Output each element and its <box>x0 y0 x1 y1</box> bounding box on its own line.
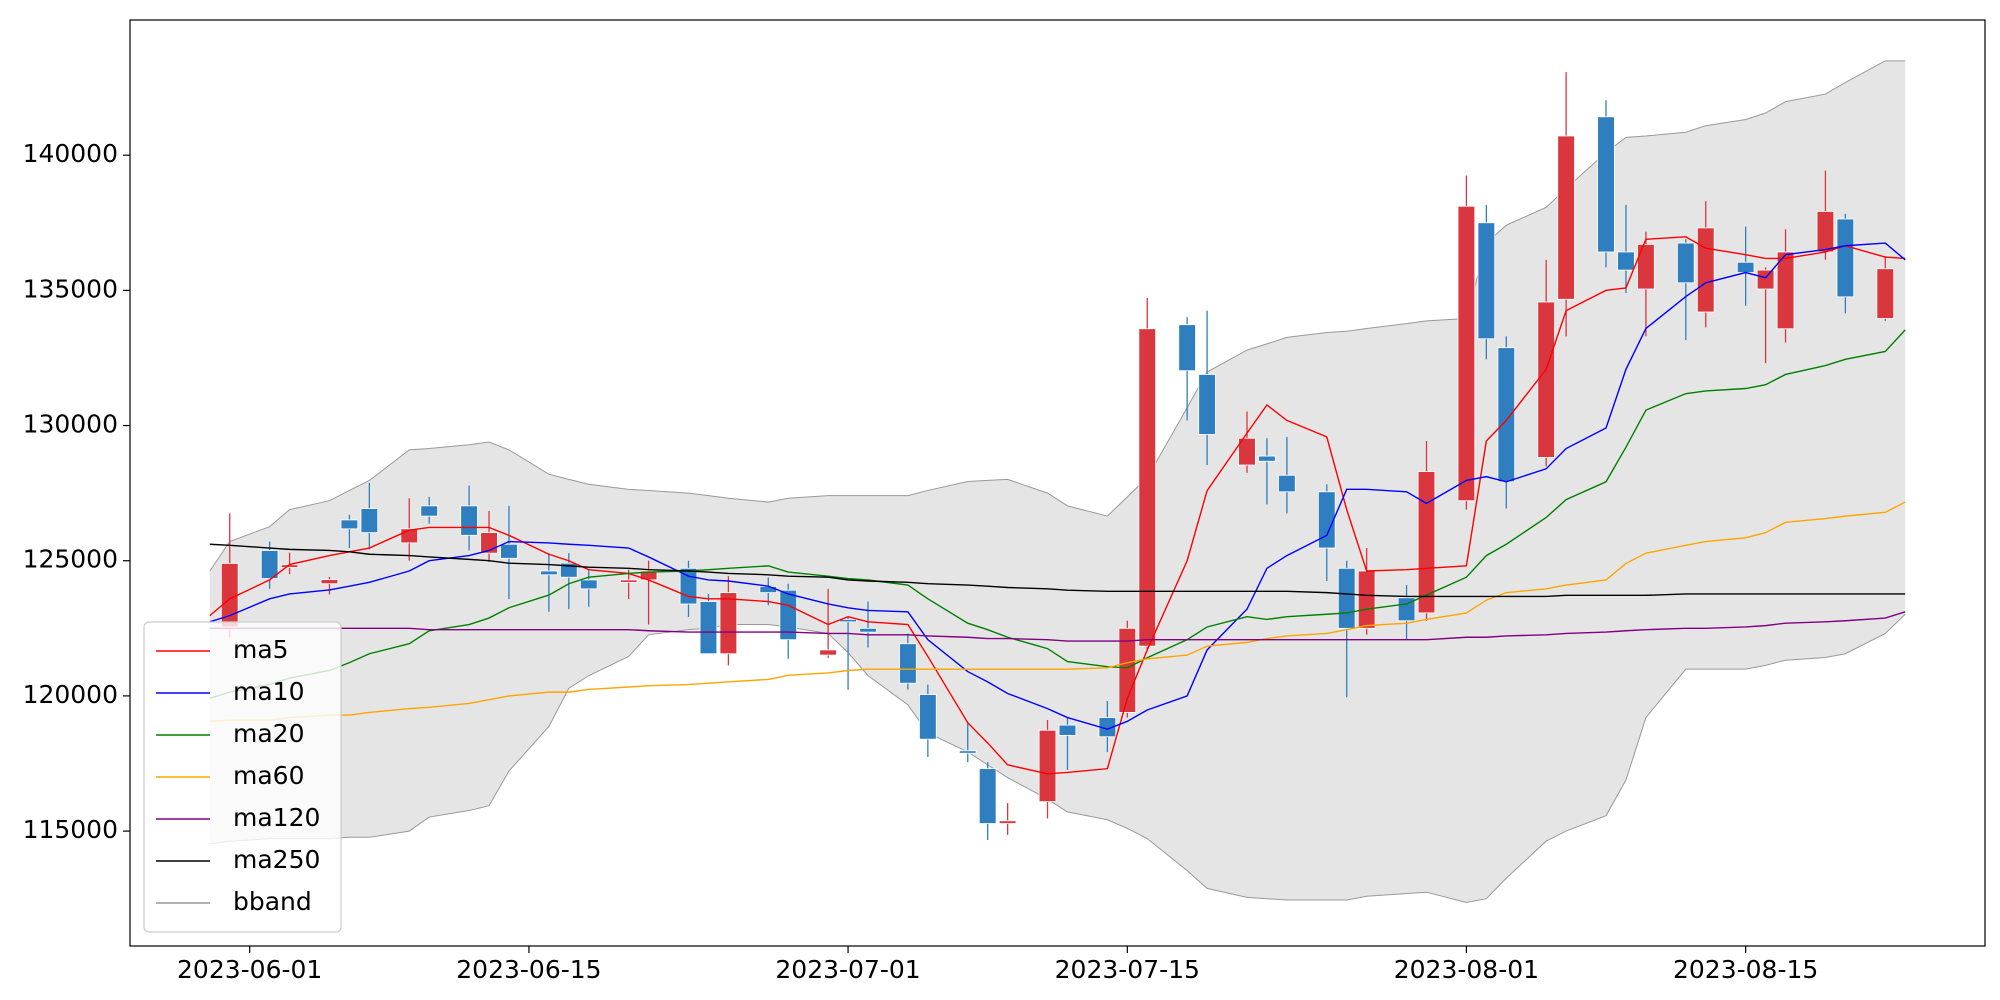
x-tick-label: 2023-08-15 <box>1673 955 1818 984</box>
candle-body <box>1038 729 1057 803</box>
candle-body <box>699 601 718 655</box>
candle-body <box>1178 324 1196 372</box>
candle-body <box>1357 570 1376 629</box>
candle-body <box>540 570 558 576</box>
candle-body <box>1776 251 1795 330</box>
candle-body <box>1756 269 1775 290</box>
y-tick-label: 115000 <box>23 815 118 844</box>
band-lower <box>209 613 1906 903</box>
legend-box <box>143 621 342 933</box>
candle-body <box>978 768 997 824</box>
legend-label: ma60 <box>233 761 304 790</box>
x-tick-label: 2023-06-15 <box>456 955 601 984</box>
candle-body <box>1816 211 1835 253</box>
legend-label: ma250 <box>233 845 320 874</box>
candle-body <box>859 627 877 633</box>
x-tick-label: 2023-08-01 <box>1394 955 1539 984</box>
candle-body <box>998 820 1017 824</box>
candle-body <box>1317 491 1336 549</box>
candle-body <box>1736 261 1755 273</box>
ma-line <box>209 543 1906 598</box>
candle-body <box>360 508 379 534</box>
candle-body <box>1058 724 1077 736</box>
candle-body <box>1637 244 1655 290</box>
candle-body <box>579 579 598 590</box>
candle-body <box>919 694 937 740</box>
candle-body <box>1457 205 1476 502</box>
y-tick-label: 140000 <box>23 139 118 168</box>
candle-body <box>839 618 857 623</box>
candle-body <box>1118 627 1137 713</box>
candle-body <box>1497 347 1516 483</box>
candle-body <box>1477 222 1496 340</box>
candle-body <box>1417 471 1436 614</box>
plot-area <box>209 60 1906 903</box>
legend: ma5 ma10 ma20 ma60 ma120 ma250 bband <box>143 621 342 933</box>
legend-label: ma120 <box>233 803 320 832</box>
plot-frame <box>129 19 1986 947</box>
y-tick-label: 125000 <box>23 545 118 574</box>
candle-body <box>719 592 738 655</box>
candle-body <box>1198 374 1216 435</box>
candle-body <box>320 579 339 585</box>
candle-body <box>420 505 438 517</box>
legend-label: bband <box>233 887 312 916</box>
ma-line <box>209 611 1906 642</box>
candle-body <box>1597 116 1615 253</box>
candle-body <box>819 649 837 656</box>
x-tick-label: 2023-07-15 <box>1055 955 1200 984</box>
candle-body <box>958 750 977 754</box>
candle-body <box>779 589 798 641</box>
candle-body <box>260 550 279 579</box>
candle-body <box>899 643 917 684</box>
y-tick-label: 130000 <box>23 410 118 439</box>
candle-body <box>1258 455 1276 462</box>
candle-body <box>1537 301 1555 458</box>
candle-body <box>1238 437 1256 466</box>
candle-body <box>1278 474 1296 493</box>
candle-body <box>1337 567 1356 629</box>
ma-line <box>209 242 1906 730</box>
candle-body <box>1397 597 1416 622</box>
legend-label: ma5 <box>233 635 289 664</box>
candle-body <box>1696 227 1715 313</box>
candle-body <box>1836 218 1855 298</box>
legend-label: ma20 <box>233 719 304 748</box>
candle-body <box>500 543 518 559</box>
candle-body <box>1677 242 1695 284</box>
candle-body <box>759 586 778 594</box>
candle-body <box>460 505 478 536</box>
candle-body <box>1876 268 1895 319</box>
ma-line <box>209 501 1906 723</box>
ma-line <box>209 236 1906 775</box>
ma-line <box>209 329 1906 700</box>
candle-body <box>619 579 638 583</box>
y-tick-label: 120000 <box>23 680 118 709</box>
candle-body <box>1138 328 1157 647</box>
legend-label: ma10 <box>233 677 304 706</box>
y-tick-label: 135000 <box>23 274 118 303</box>
candle-body <box>340 519 359 530</box>
candle-body <box>1557 135 1575 300</box>
x-tick-label: 2023-07-01 <box>775 955 920 984</box>
candle-body <box>1617 251 1635 271</box>
x-tick-label: 2023-06-01 <box>177 955 322 984</box>
band-upper <box>209 60 1906 572</box>
